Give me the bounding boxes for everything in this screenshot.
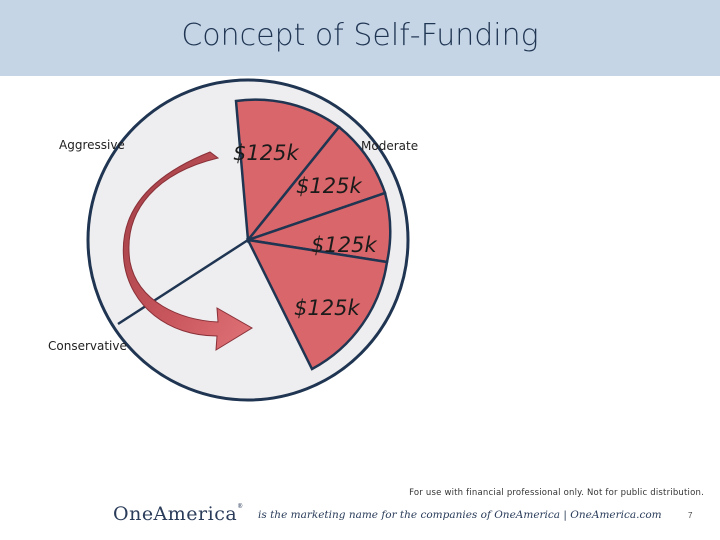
pie-slice-1 [234, 98, 341, 244]
disclaimer: For use with financial professional only… [409, 488, 704, 498]
pie-slice-4 [245, 238, 389, 371]
pie-divider [117, 238, 249, 326]
page-title: Concept of Self-Funding [181, 18, 539, 53]
label-conservative: Conservative [48, 339, 127, 353]
slice-label-3: $125k [311, 233, 377, 257]
slice-label-4: $125k [294, 296, 360, 320]
pie-slice-2 [244, 125, 387, 243]
slice-label-1: $125k [233, 141, 299, 165]
label-moderate: Moderate [361, 139, 419, 153]
title-bar [0, 0, 720, 76]
curved-arrow-icon [122, 151, 253, 351]
page-number: 7 [688, 511, 693, 520]
logo-text: OneAmerica [113, 503, 238, 525]
footer-tagline: is the marketing name for the companies … [258, 509, 662, 521]
label-aggressive: Aggressive [59, 138, 125, 152]
slice-label-2: $125k [296, 174, 362, 198]
oneamerica-logo: OneAmerica® [113, 503, 244, 525]
